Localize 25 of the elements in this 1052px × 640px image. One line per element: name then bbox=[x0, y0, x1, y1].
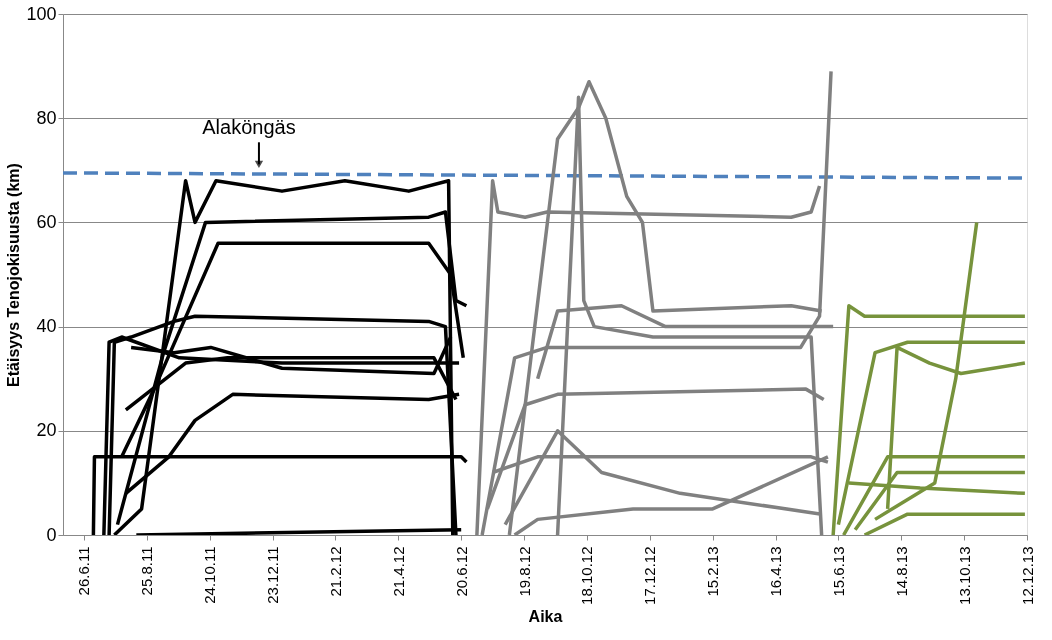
y-tick-label: 40 bbox=[36, 316, 57, 337]
x-tick-label: 14.8.13 bbox=[892, 546, 910, 597]
x-tick-label: 21.4.12 bbox=[389, 546, 407, 597]
x-tick-label: 16.4.13 bbox=[767, 546, 785, 597]
x-tick-label: 18.10.12 bbox=[578, 546, 596, 605]
x-tick-label: 13.10.13 bbox=[955, 546, 973, 605]
y-tick-label: 100 bbox=[26, 3, 57, 24]
x-tick-label: 23.12.11 bbox=[264, 546, 282, 604]
y-tick-label: 60 bbox=[36, 211, 57, 232]
y-tick-label: 0 bbox=[46, 524, 57, 545]
x-tick-label: 24.10.11 bbox=[201, 546, 219, 604]
x-tick-label: 25.8.11 bbox=[138, 546, 156, 596]
x-tick-label: 20.6.12 bbox=[452, 546, 470, 597]
x-tick-label: 15.2.13 bbox=[704, 546, 722, 597]
x-tick-label: 17.12.12 bbox=[641, 546, 659, 605]
y-tick-label: 20 bbox=[36, 420, 57, 441]
annotation: Alaköngäs bbox=[202, 116, 296, 139]
y-axis-title: Etäisyys Tenojokisuusta (km) bbox=[5, 163, 23, 387]
x-axis-title: Aika bbox=[528, 607, 563, 625]
x-tick-label: 26.6.11 bbox=[75, 546, 93, 596]
x-tick-label: 12.12.13 bbox=[1018, 546, 1036, 605]
x-tick-label: 15.6.13 bbox=[829, 546, 847, 597]
x-tick-label: 21.2.12 bbox=[326, 546, 344, 597]
y-tick-label: 80 bbox=[36, 107, 57, 128]
x-tick-label: 19.8.12 bbox=[515, 546, 533, 597]
